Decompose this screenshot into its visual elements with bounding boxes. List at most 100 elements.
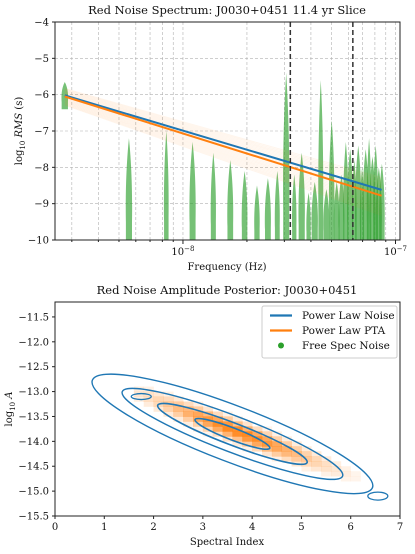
density-cell xyxy=(232,416,243,422)
bottom-y-tick-label: −14.0 xyxy=(18,437,49,448)
bottom-y-tick-label: −12.5 xyxy=(18,362,49,373)
density-cell xyxy=(242,426,253,432)
density-cell xyxy=(291,441,302,447)
density-cell xyxy=(153,396,164,402)
contour-level-1 xyxy=(91,373,374,495)
violin-mark xyxy=(189,141,196,240)
density-cell xyxy=(193,406,204,412)
top-x-axis-label: Frequency (Hz) xyxy=(187,262,266,273)
density-cell xyxy=(301,451,312,457)
density-cell xyxy=(232,431,243,437)
posterior-sample-line xyxy=(64,100,382,206)
density-cell xyxy=(242,436,253,442)
density-cell xyxy=(311,461,322,467)
density-cell xyxy=(222,431,233,437)
violin-mark xyxy=(306,192,311,240)
density-cell xyxy=(183,416,194,422)
density-cell xyxy=(242,421,253,427)
density-cell xyxy=(301,446,312,452)
violin-mark xyxy=(379,163,385,240)
density-cell xyxy=(163,406,174,412)
density-cell xyxy=(222,411,233,417)
top-chart: Red Noise Spectrum: J0030+0451 11.4 yr S… xyxy=(14,3,407,273)
posterior-sample-line xyxy=(64,88,382,179)
density-cell xyxy=(202,431,214,437)
density-cell xyxy=(301,466,312,472)
posterior-sample-line xyxy=(64,98,382,202)
top-y-tick-label: −10 xyxy=(28,236,49,247)
density-cell xyxy=(281,436,292,442)
density-cell xyxy=(271,431,283,437)
legend-box xyxy=(261,305,398,359)
bottom-x-tick-label: 2 xyxy=(150,522,156,533)
bottom-y-tick-label: −15.5 xyxy=(18,512,49,523)
power-law-pta-line xyxy=(64,95,382,197)
top-y-tick-label: −5 xyxy=(34,54,49,65)
bottom-x-tick-label: 3 xyxy=(200,522,206,533)
density-cell xyxy=(291,446,302,452)
density-cell xyxy=(212,416,223,422)
top-series-lines xyxy=(64,88,382,216)
bottom-x-tick-label: 5 xyxy=(298,522,304,533)
violin-mark xyxy=(333,181,340,240)
density-cell xyxy=(173,401,184,407)
density-cell xyxy=(291,451,302,457)
power-law-noise-line xyxy=(64,94,382,191)
density-cell xyxy=(331,466,342,472)
density-cell xyxy=(340,471,352,477)
density-cell xyxy=(262,431,273,437)
violin-mark xyxy=(283,72,290,240)
density-cell xyxy=(262,451,273,457)
posterior-sample-line xyxy=(64,101,382,208)
top-y-tick-label: −8 xyxy=(34,163,49,174)
bottom-chart-title: Red Noise Amplitude Posterior: J0030+045… xyxy=(97,283,358,297)
violin-mark xyxy=(355,145,362,240)
violin-mark xyxy=(323,189,330,240)
violin-mark xyxy=(241,170,248,240)
density-cell xyxy=(271,441,283,447)
bottom-y-ticks: −15.5 −15.0 −14.5 −14.0 −13.5 −13.0 −12.5 −12.0… xyxy=(18,312,55,523)
bottom-x-tick-label: 1 xyxy=(101,522,107,533)
density-cell xyxy=(350,476,361,482)
violin-mark xyxy=(163,131,169,240)
posterior-sample-line xyxy=(64,92,382,188)
bottom-x-tick-label: 6 xyxy=(348,522,354,533)
density-cell xyxy=(311,456,322,462)
violin-mark xyxy=(125,138,133,240)
density-cell xyxy=(222,421,233,427)
density-cell xyxy=(163,411,174,417)
density-cell xyxy=(183,421,194,427)
violin-mark xyxy=(338,174,345,240)
posterior-sample-line xyxy=(64,89,382,182)
density-cell xyxy=(222,416,233,422)
bottom-x-tick-label: 4 xyxy=(249,522,255,533)
top-x-tick-label: 10−8 xyxy=(171,245,194,258)
posterior-sample-line xyxy=(64,90,382,184)
posterior-sample-line xyxy=(64,102,382,211)
contour-level-4 xyxy=(194,417,271,451)
density-cell xyxy=(242,446,253,452)
bottom-y-tick-label: −14.5 xyxy=(18,462,49,473)
density-cell xyxy=(321,466,332,472)
posterior-sample-line xyxy=(64,104,382,215)
top-y-tick-label: −4 xyxy=(34,18,49,29)
bottom-chart: Red Noise Amplitude Posterior: J0030+045… xyxy=(4,283,403,548)
bottom-plot-frame xyxy=(54,301,401,517)
violin-mark xyxy=(292,174,297,240)
density-cell xyxy=(281,451,292,457)
top-y-ticks: −10 −9 −8 −7 −6 −5 −4 xyxy=(28,18,55,247)
density-cell xyxy=(212,426,223,432)
density-cell xyxy=(252,431,263,437)
density-cell xyxy=(242,441,253,447)
density-cell xyxy=(153,391,164,397)
violin-mark xyxy=(274,170,280,240)
density-cell xyxy=(291,456,302,462)
posterior-sample-line xyxy=(64,91,382,187)
density-cell xyxy=(173,411,184,417)
contour-island xyxy=(130,392,152,401)
legend-label: Power Law Noise xyxy=(302,310,395,322)
top-y-axis-label: log10 RMS (s) xyxy=(14,97,27,166)
density-cell xyxy=(331,461,342,467)
top-y-tick-label: −9 xyxy=(34,199,49,210)
top-y-tick-label: −7 xyxy=(34,127,49,138)
